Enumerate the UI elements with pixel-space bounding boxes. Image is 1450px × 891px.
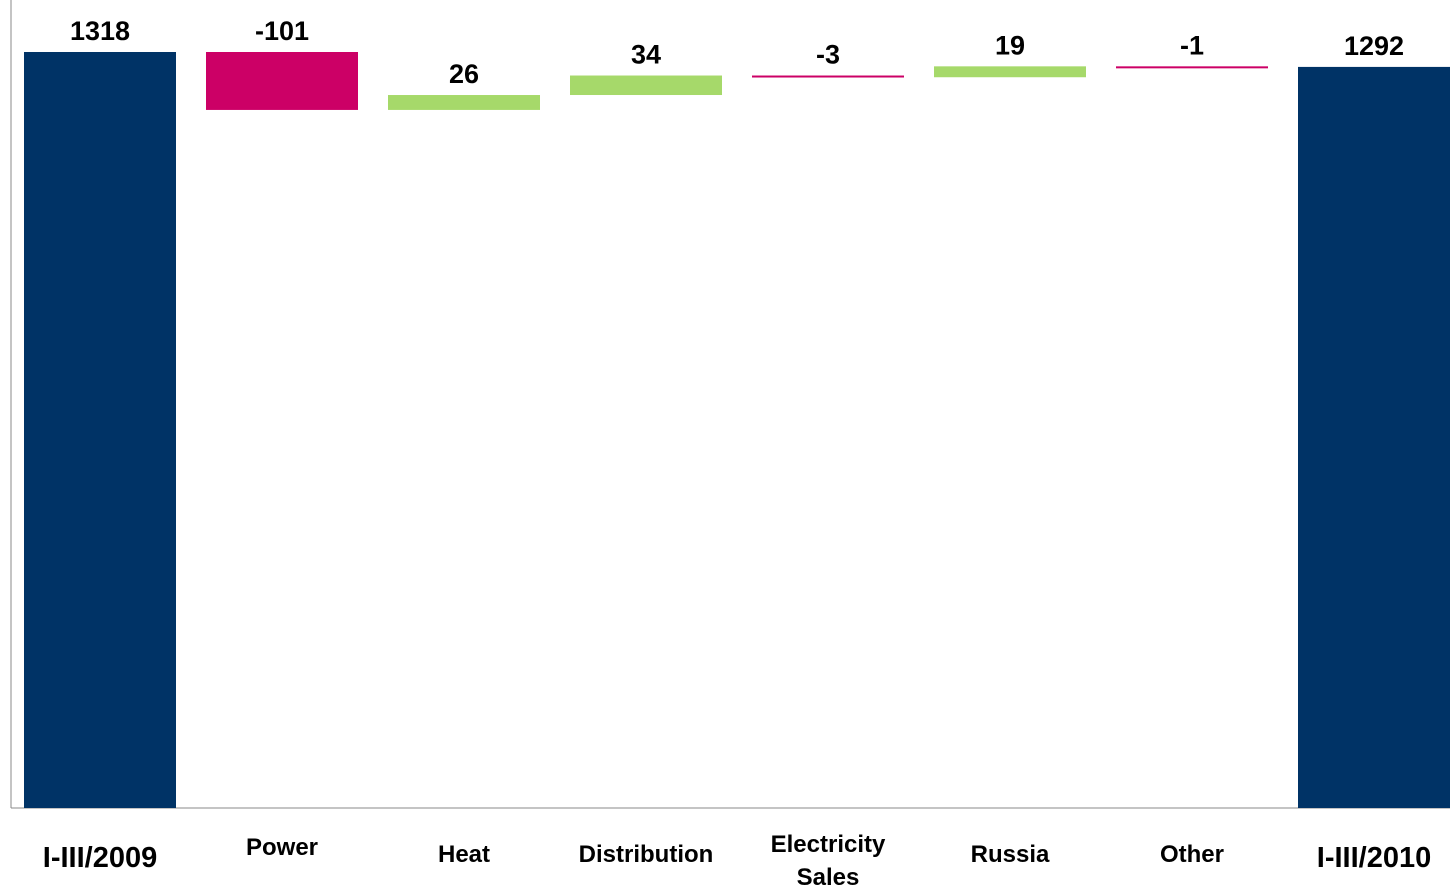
bar-i-iii-2010 <box>1298 66 1450 808</box>
value-label: 26 <box>449 59 479 89</box>
bar-other <box>1116 66 1268 69</box>
bar-heat <box>388 95 540 110</box>
value-label: 1292 <box>1344 31 1404 61</box>
bar-russia <box>934 66 1086 78</box>
value-label-group: 1318 -101 26 34 -3 19 -1 1292 <box>70 16 1404 89</box>
category-label: Other <box>1160 841 1224 868</box>
category-label: Distribution <box>579 841 714 868</box>
bar-i-iii-2009 <box>24 52 176 808</box>
bar-power <box>206 52 358 110</box>
value-label: 34 <box>631 40 661 70</box>
value-label: 1318 <box>70 16 130 46</box>
value-label: -1 <box>1180 30 1204 60</box>
category-label: Heat <box>438 841 490 868</box>
category-label: Russia <box>971 841 1050 868</box>
category-label: Electricity Sales <box>771 831 886 891</box>
category-label-group: I-III/2009 Power Heat Distribution Electrici… <box>43 831 1431 891</box>
bar-electricity-sales <box>752 75 904 78</box>
category-label: I-III/2010 <box>1317 842 1431 874</box>
value-label: -101 <box>255 16 309 46</box>
bar-distribution <box>570 75 722 96</box>
bar-group <box>24 52 1450 808</box>
category-label: I-III/2009 <box>43 842 157 874</box>
category-label: Power <box>246 834 318 861</box>
value-label: 19 <box>995 30 1025 60</box>
value-label: -3 <box>816 40 840 70</box>
